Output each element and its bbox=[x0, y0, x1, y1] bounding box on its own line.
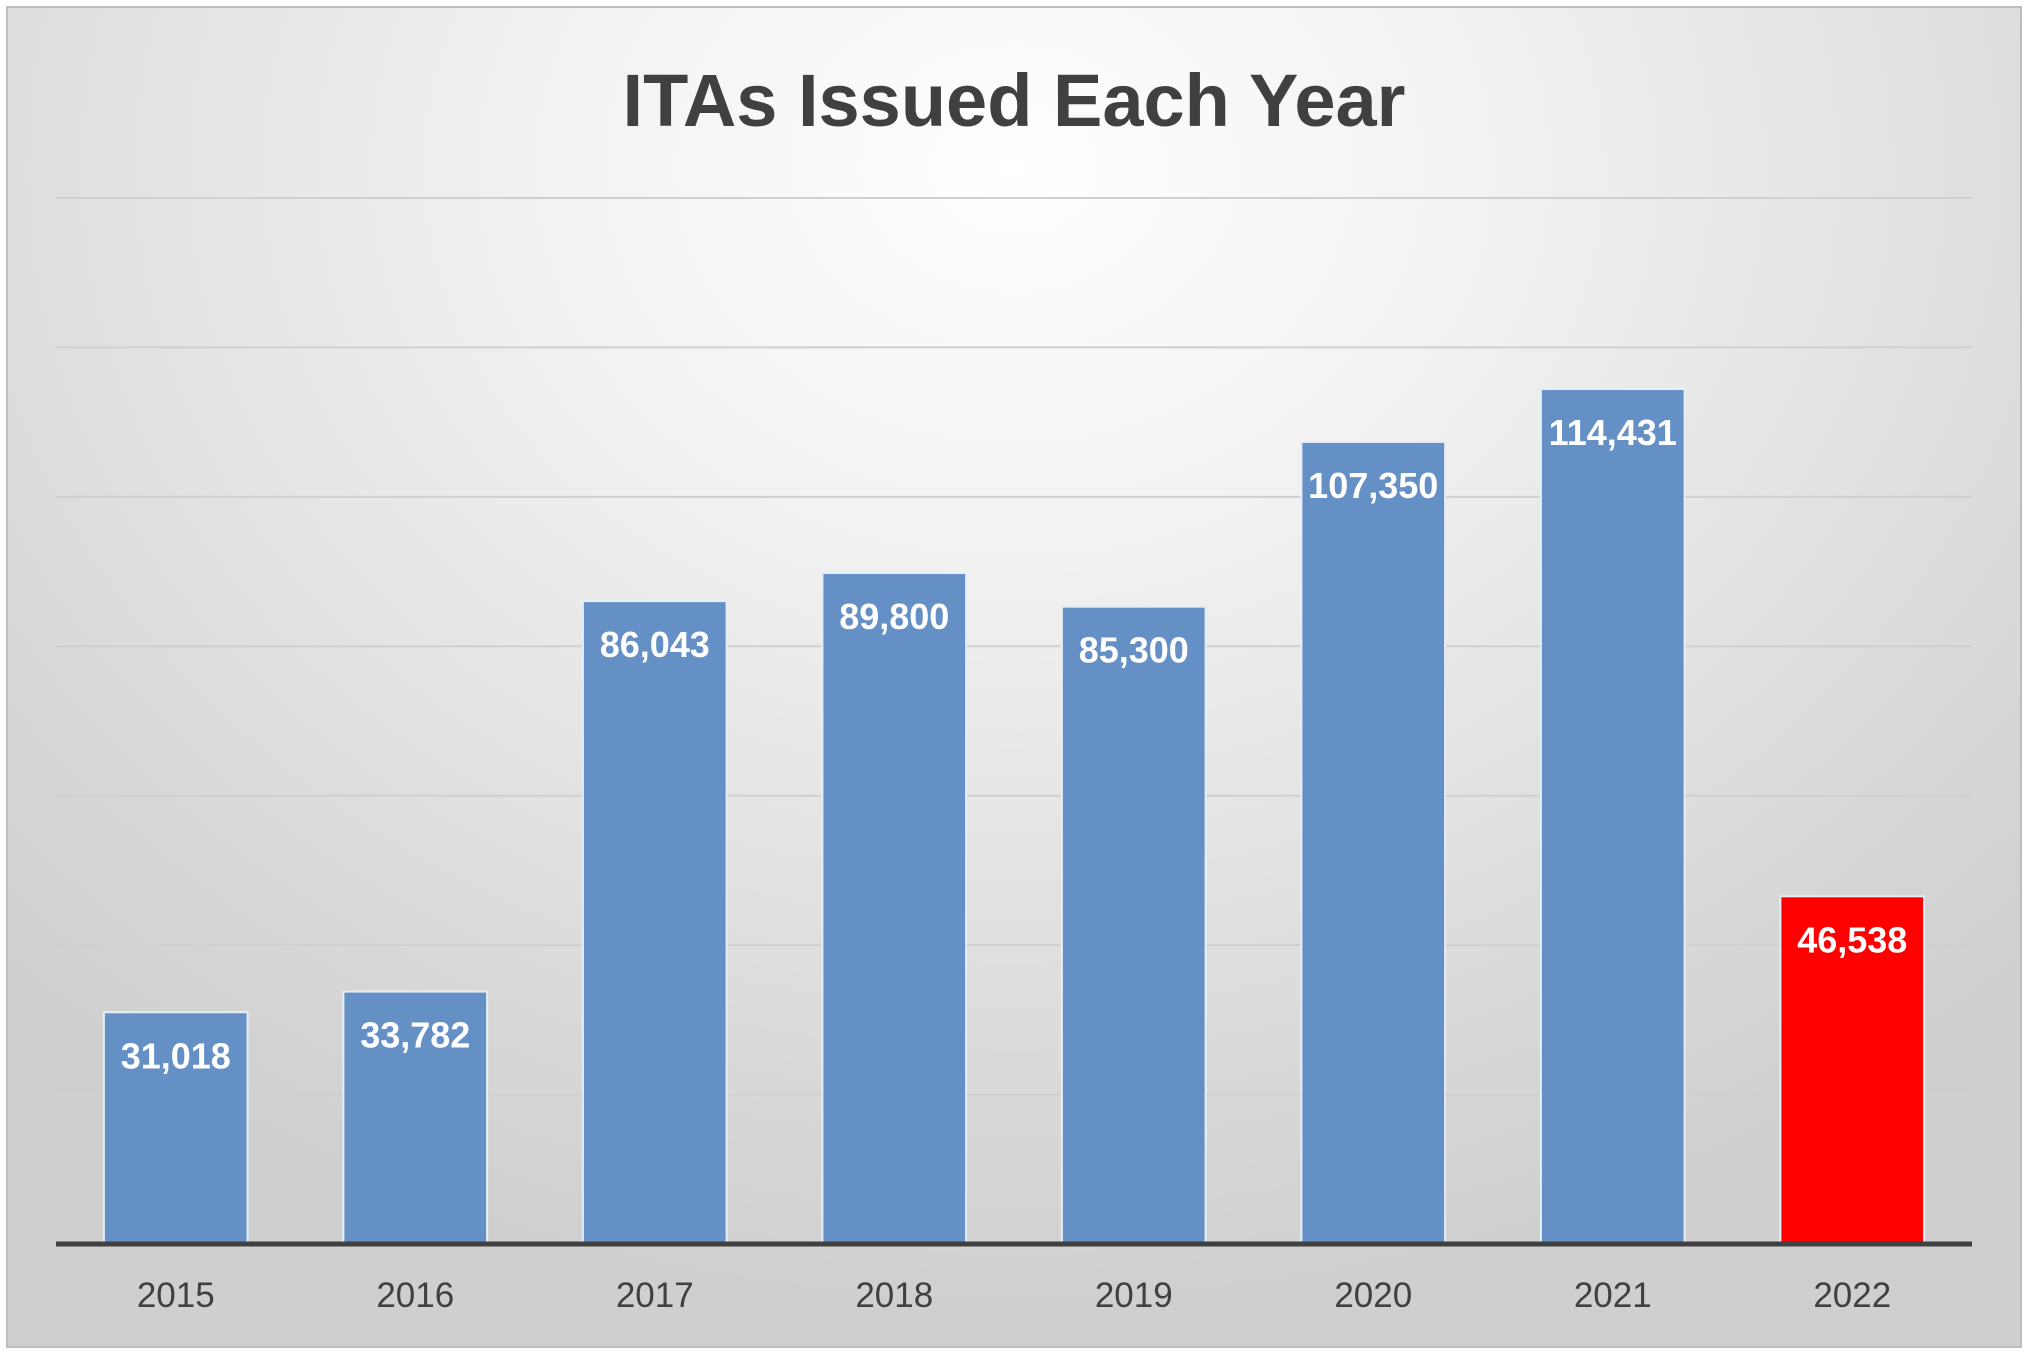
data-label-2019: 85,300 bbox=[1079, 630, 1189, 671]
bar-2019 bbox=[1060, 605, 1207, 1245]
data-label-2020: 107,350 bbox=[1308, 465, 1438, 506]
x-tick-label-2020: 2020 bbox=[1334, 1276, 1412, 1315]
bar-2021 bbox=[1539, 388, 1686, 1245]
x-tick-label-2019: 2019 bbox=[1095, 1276, 1173, 1315]
gridlines bbox=[56, 197, 1972, 1096]
bars bbox=[102, 388, 1926, 1246]
bar-2022 bbox=[1779, 895, 1926, 1246]
x-tick-label-2017: 2017 bbox=[616, 1276, 694, 1315]
data-label-2016: 33,782 bbox=[360, 1015, 470, 1056]
data-labels: 31,018 33,782 86,043 89,800 85,300 107,350 114… bbox=[121, 412, 1908, 1076]
chart-svg: ITAs Issued Each Year 31,018 33,782 86,043… bbox=[56, 59, 1972, 1315]
data-label-2017: 86,043 bbox=[600, 624, 710, 665]
x-tick-label-2021: 2021 bbox=[1574, 1276, 1652, 1315]
data-label-2018: 89,800 bbox=[839, 596, 949, 637]
x-tick-label-2016: 2016 bbox=[376, 1276, 454, 1315]
bar-2020 bbox=[1300, 440, 1447, 1245]
data-label-2021: 114,431 bbox=[1549, 412, 1677, 453]
x-tick-label-2022: 2022 bbox=[1813, 1276, 1891, 1315]
bar-2018 bbox=[821, 572, 968, 1245]
data-label-2015: 31,018 bbox=[121, 1035, 231, 1076]
x-tick-label-2018: 2018 bbox=[855, 1276, 933, 1315]
bar-2016 bbox=[342, 990, 489, 1246]
data-label-2022: 46,538 bbox=[1797, 919, 1907, 960]
chart-title: ITAs Issued Each Year bbox=[623, 59, 1406, 142]
chart-frame: ITAs Issued Each Year 31,018 33,782 86,043… bbox=[6, 6, 2022, 1348]
x-tick-label-2015: 2015 bbox=[137, 1276, 215, 1315]
x-axis-tick-labels: 2015 2016 2017 2018 2019 2020 2021 2022 bbox=[137, 1276, 1891, 1315]
bar-2017 bbox=[581, 600, 728, 1245]
